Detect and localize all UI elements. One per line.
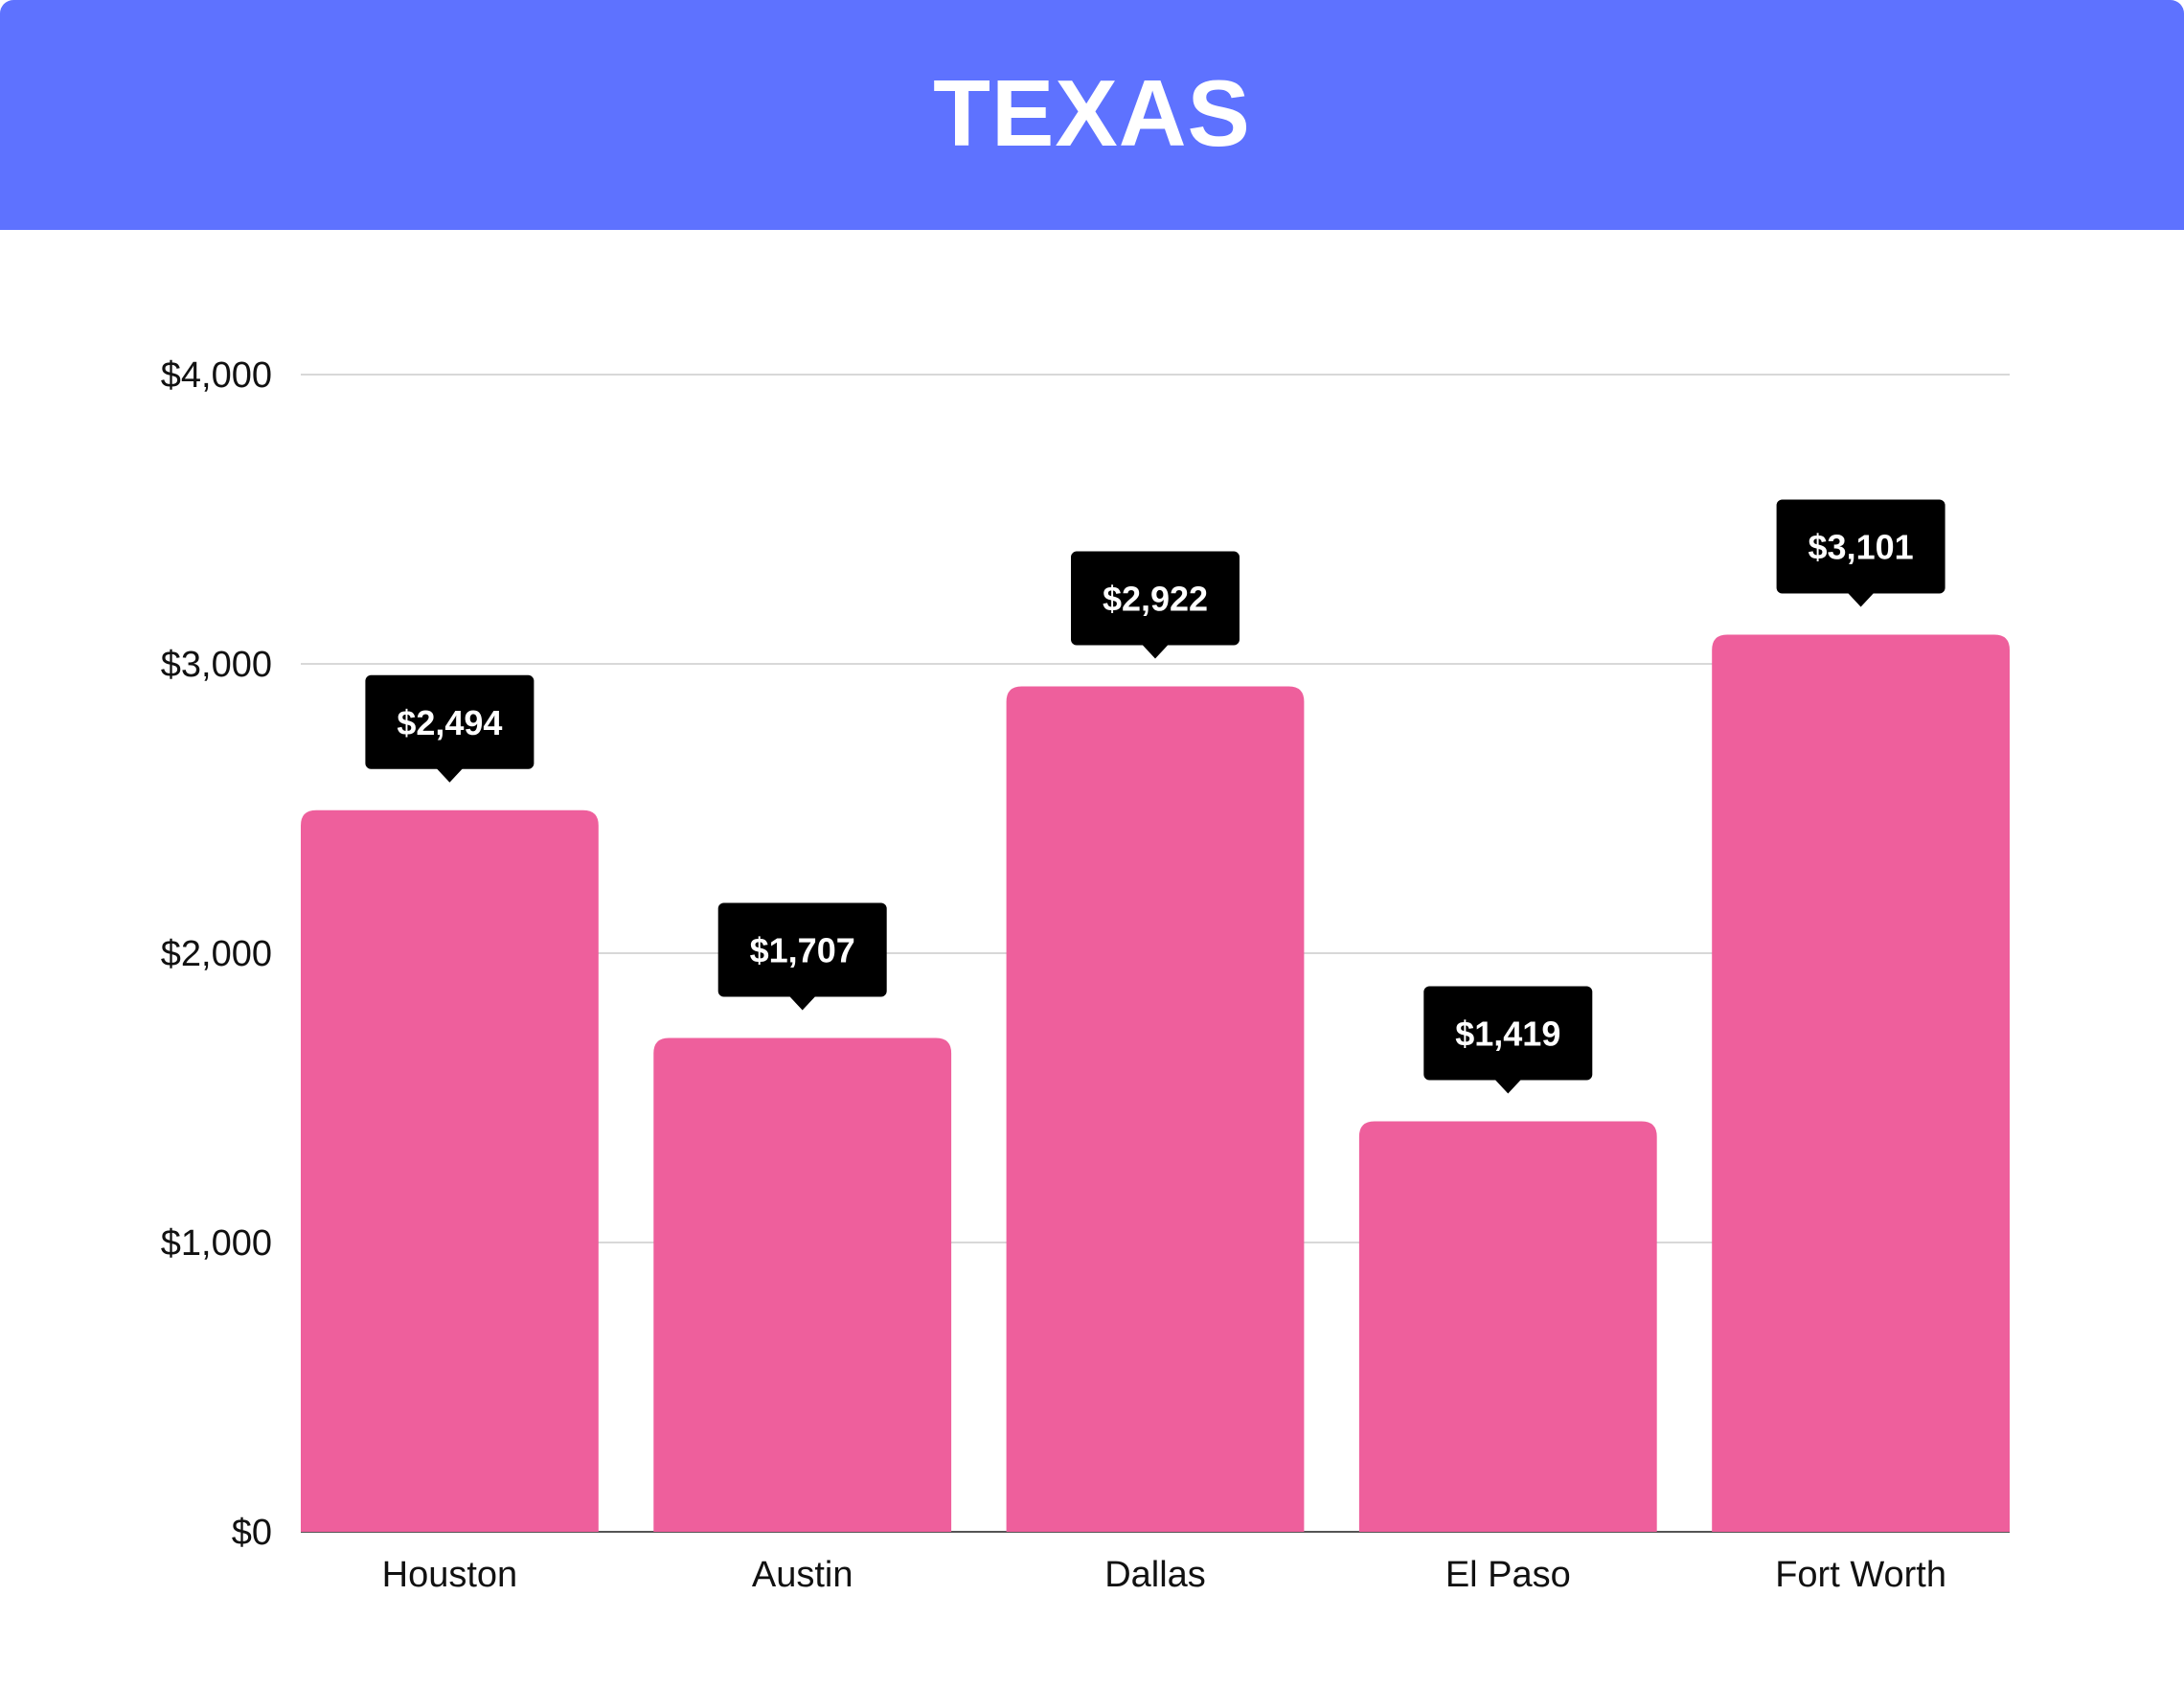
data-label-box [1776, 499, 1945, 594]
bar-el-paso [1358, 1121, 1657, 1532]
data-label: $1,419 [1455, 1014, 1560, 1053]
data-label-box [1423, 986, 1593, 1081]
data-label-pointer [1142, 644, 1169, 659]
y-tick-label: $0 [232, 1513, 272, 1553]
x-axis-ticks: Houston Austin Dallas El Paso Fort Worth [382, 1555, 1946, 1595]
y-tick-label: $1,000 [161, 1223, 272, 1264]
y-tick-label: $3,000 [161, 645, 272, 685]
bar-dallas [1006, 686, 1305, 1532]
x-tick-label: Dallas [1104, 1555, 1206, 1595]
data-label: $1,707 [750, 930, 855, 969]
bar-austin [653, 1037, 952, 1532]
data-labels: $2,494 $1,707 $2,922 $1,419 $3,101 [365, 499, 1945, 1094]
data-label: $2,922 [1103, 580, 1208, 619]
y-tick-label: $4,000 [161, 355, 272, 396]
x-tick-label: El Paso [1445, 1555, 1571, 1595]
data-label-pointer [1494, 1079, 1522, 1094]
x-tick-label: Houston [382, 1555, 518, 1595]
data-label-box [1071, 551, 1240, 646]
data-label: $2,494 [397, 703, 502, 742]
data-label-box [717, 902, 887, 997]
data-label-pointer [788, 995, 816, 1011]
bars [301, 634, 2010, 1532]
data-label-box [365, 674, 535, 769]
bar-chart-svg: $0$1,000$2,000$3,000$4,000 $2,494$1,707$… [161, 355, 2010, 1595]
y-tick-label: $2,000 [161, 934, 272, 974]
data-label-pointer [436, 767, 464, 783]
data-label-pointer [1847, 592, 1875, 607]
x-tick-label: Fort Worth [1775, 1555, 1946, 1595]
data-label: $3,101 [1809, 527, 1914, 566]
chart-title: TEXAS [933, 59, 1251, 166]
chart-header: TEXAS [0, 0, 2184, 230]
x-tick-label: Austin [752, 1555, 853, 1595]
y-axis-ticks: $0 $1,000 $2,000 $3,000 $4,000 [161, 355, 272, 1553]
bar-chart: $0 $1,000 $2,000 $3,000 $4,000 $2,494 $1,707 $… [0, 230, 2184, 1682]
bar-fort-worth [1712, 634, 2010, 1532]
bar-houston [301, 809, 599, 1532]
